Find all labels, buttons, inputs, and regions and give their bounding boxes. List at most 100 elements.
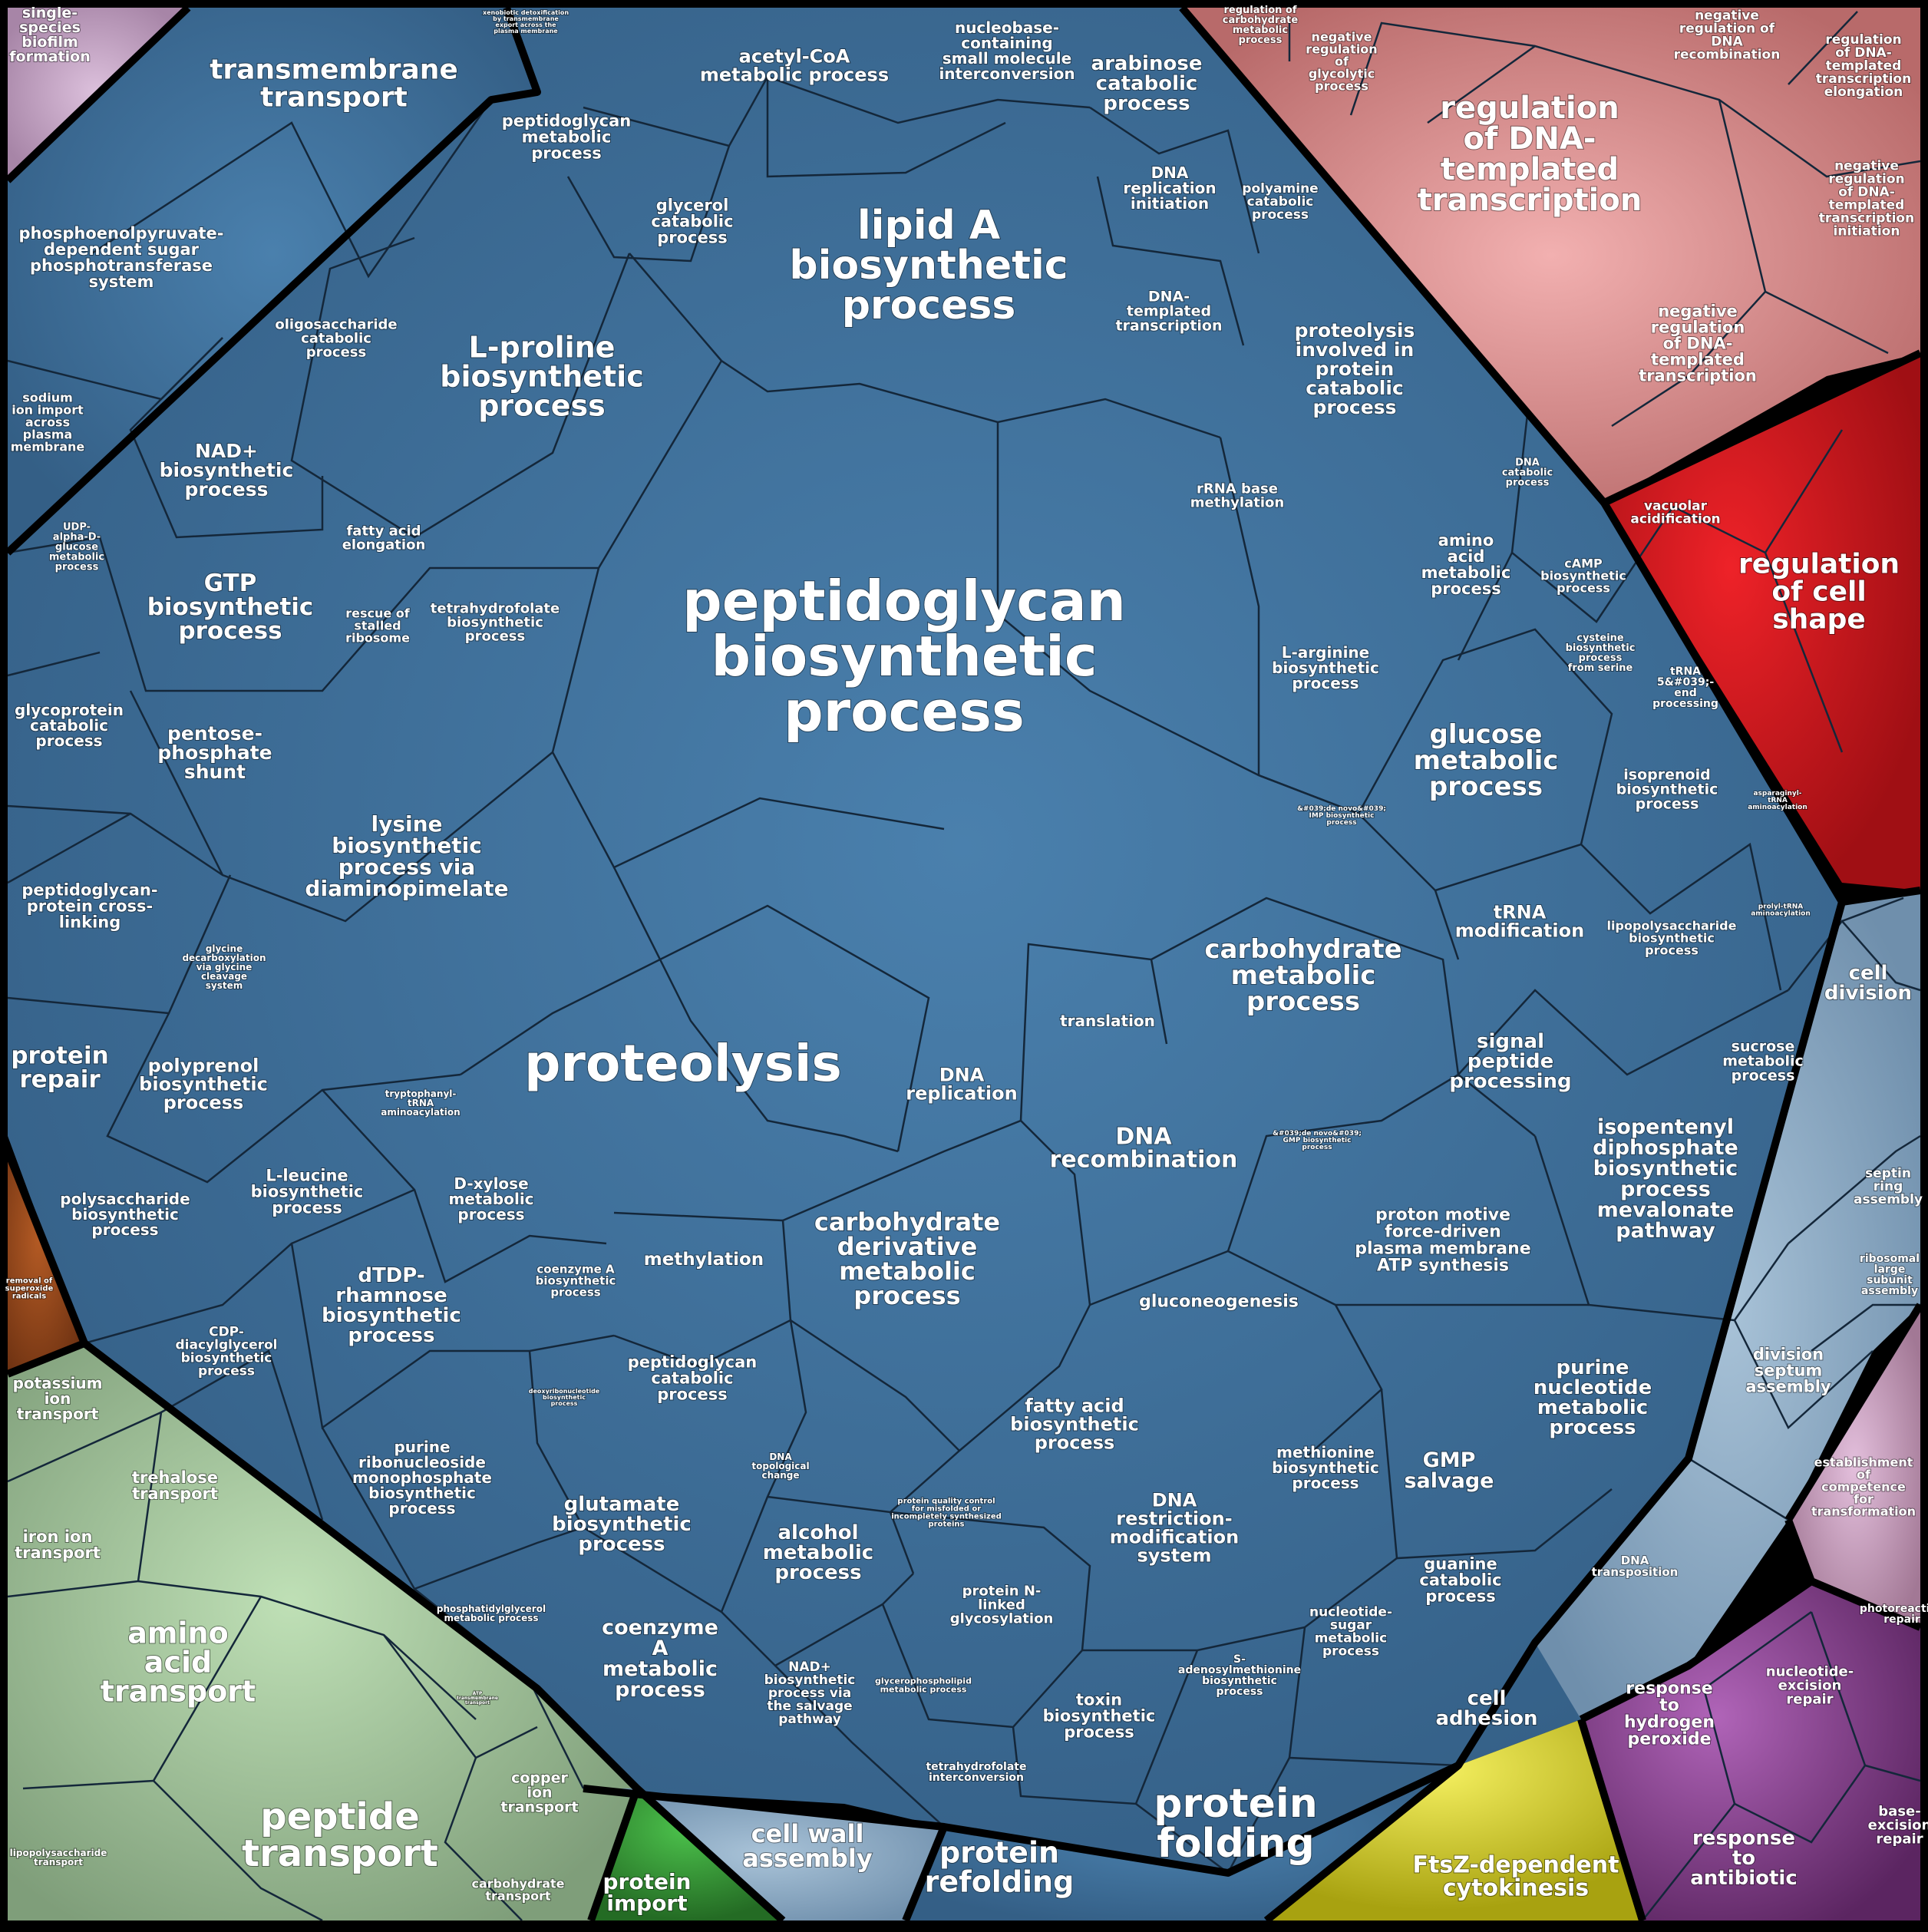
cell-label-proton-motive-force-driven-plasma-membrane-atp-synthesis: proton motive force-driven plasma membrane…: [1355, 1206, 1530, 1276]
cell-label-line: tetrahydrofolate: [926, 1761, 1026, 1773]
cell-label-line: process: [55, 562, 99, 573]
cell-label-dna-restriction-modification-system: DNA restriction-modification system: [1110, 1489, 1239, 1566]
cell-label-line: carbohydrate: [814, 1207, 1000, 1237]
cell-label-de-novo-gmp-biosynthetic-process: &#039;de novo&#039; GMP biosynthetic proce…: [1273, 1130, 1362, 1151]
cell-label-line: superoxide: [5, 1285, 54, 1293]
cell-label-line: of DNA-: [1463, 121, 1596, 157]
cell-label-line: transmembrane: [210, 54, 458, 86]
cell-label-protein-refolding: protein refolding: [925, 1835, 1075, 1898]
cell-label-line: glycolytic: [1309, 67, 1375, 81]
cell-label-line: rescue of: [345, 606, 411, 621]
cell-label-glucose-metabolic-process: glucose metabolic process: [1414, 719, 1559, 802]
region-cell-division: [1535, 890, 1920, 1719]
cell-label-protein-folding: protein folding: [1154, 1781, 1318, 1867]
cell-label-line: negative: [1658, 302, 1738, 320]
cell-label-line: metabolic process: [444, 1613, 538, 1623]
cell-label-line: process: [348, 1324, 434, 1347]
cell-label-de-novo-imp-biosynthetic-process: &#039;de novo&#039; IMP biosynthetic proce…: [1297, 805, 1386, 827]
cell-label-line: process: [531, 144, 602, 162]
cell-label-line: end: [1674, 687, 1696, 699]
cell-label-line: IMP biosynthetic: [1309, 812, 1375, 820]
cell-label-line: division: [1753, 1345, 1824, 1363]
cell-label-line: biosynthetic: [147, 593, 314, 621]
cell-label-line: DNA: [769, 1451, 792, 1462]
cell-label-cysteine-biosynthetic-process-from-serine: cysteine biosynthetic process from serine: [1566, 632, 1636, 674]
cell-label-line: process: [842, 282, 1016, 329]
cell-label-line: process: [272, 1198, 342, 1217]
cell-label-line: metabolic: [522, 127, 612, 146]
cell-label-line: division: [1824, 982, 1912, 1005]
cell-label-line: folding: [1157, 1821, 1314, 1867]
cell-label-line: of DNA-: [1663, 334, 1733, 352]
cell-label-alcohol-metabolic-process: alcohol metabolic process: [763, 1521, 873, 1584]
cell-label-fatty-acid-elongation: fatty acid elongation: [342, 523, 426, 553]
cell-label-line: process: [784, 679, 1025, 744]
cell-label-line: alpha-D-: [53, 532, 101, 543]
cell-label-line: sodium: [22, 391, 73, 405]
cell-label-line: methylation: [644, 1250, 764, 1270]
cell-label-line: polyprenol: [148, 1055, 259, 1076]
cell-label-line: membrane: [11, 440, 85, 454]
cell-label-line: across: [25, 415, 70, 430]
cell-label-line: methionine: [1276, 1443, 1375, 1461]
cell-label-line: nucleotide-: [1766, 1663, 1854, 1679]
cell-label-line: transport: [500, 1799, 578, 1816]
cell-label-line: process: [1292, 674, 1359, 692]
cell-label-line: septin: [1865, 1166, 1911, 1181]
cell-label-line: cleavage: [201, 971, 247, 982]
cell-label-lipopolysaccharide-transport: lipopolysaccharide transport: [10, 1848, 107, 1868]
cell-label-regulation-of-dna-templated-transcription-elongation: regulation of DNA-templated transcription e…: [1816, 32, 1911, 100]
cell-label-line: rRNA base: [1197, 481, 1278, 497]
cell-label-line: plasma membrane: [494, 28, 558, 35]
cell-label-line: lipopolysaccharide: [10, 1848, 107, 1858]
cell-label-gtp-biosynthetic-process: GTP biosynthetic process: [147, 570, 314, 645]
region-transmembrane-transport: [8, 8, 537, 553]
cell-label-line: diaminopimelate: [305, 876, 508, 901]
cell-label-line: transport: [101, 1674, 256, 1708]
cell-label-vacuolar-acidification: vacuolar acidification: [1630, 499, 1720, 527]
cell-label-protein-import: protein import: [603, 1869, 692, 1916]
cell-label-line: process: [1064, 1722, 1134, 1741]
cell-label-dtdp-rhamnose-biosynthetic-process: dTDP-rhamnose biosynthetic process: [322, 1264, 461, 1347]
cell-label-single-species-biofilm-formation: single-species biofilm formation: [9, 5, 90, 65]
cell-label-line: initiation: [1131, 194, 1209, 213]
cell-label-line: deoxyribonucleotide: [529, 1388, 600, 1395]
cell-label-line: metabolic: [1421, 563, 1511, 582]
cell-label-line: metabolic: [1722, 1053, 1804, 1070]
cell-label-line: ion: [527, 1785, 552, 1802]
cell-label-line: process: [1506, 477, 1550, 489]
cell-label-line: DNA: [1152, 1489, 1197, 1511]
cell-label-line: transport: [242, 1832, 438, 1875]
cell-label-line: phosphatidylglycerol: [437, 1603, 546, 1614]
cell-label-line: process: [1035, 1432, 1115, 1453]
cell-label-line: glucose: [55, 542, 98, 553]
cell-label-line: lysine: [371, 811, 442, 837]
cell-label-line: ion: [45, 1389, 71, 1408]
cell-label-line: dependent sugar: [44, 240, 200, 259]
cell-label-line: biosynthetic: [332, 833, 482, 858]
cell-label-line: process: [1216, 1686, 1263, 1698]
cell-label-amino-acid-transport: amino acid transport: [101, 1616, 256, 1708]
cell-label-line: processing: [1449, 1070, 1571, 1093]
cell-label-toxin-biosynthetic-process: toxin biosynthetic process: [1043, 1690, 1156, 1741]
cell-label-tryptophanyl-trna-aminoacylation: tryptophanyl-tRNA aminoacylation: [381, 1088, 460, 1118]
cell-label-line: repair: [1876, 1831, 1923, 1847]
cell-label-line: GMP biosynthetic: [1283, 1137, 1352, 1144]
cell-label-establishment-of-competence-for-transformation: establishment of competence for transformati…: [1811, 1455, 1916, 1519]
cell-label-line: topological: [751, 1461, 809, 1471]
cell-label-line: of cell: [1771, 576, 1866, 608]
cell-label-line: metabolic: [1315, 1630, 1387, 1646]
cell-label-line: transcription: [1639, 366, 1757, 385]
cell-label-line: assembly: [1861, 1285, 1918, 1297]
cell-label-line: transport: [15, 1544, 101, 1562]
cell-label-line: transformation: [1811, 1504, 1916, 1519]
cell-label-line: biosynthetic: [1629, 931, 1715, 946]
cell-label-line: prolyl-tRNA: [1758, 903, 1804, 911]
cell-label-line: signal: [1477, 1030, 1544, 1053]
cell-label-cell-division: cell division: [1824, 962, 1912, 1005]
cell-label-line: copper: [511, 1770, 568, 1787]
cell-label-line: peptide: [260, 1795, 420, 1838]
cell-label-line: metabolic process: [880, 1684, 967, 1694]
cell-label-line: process: [478, 388, 606, 422]
